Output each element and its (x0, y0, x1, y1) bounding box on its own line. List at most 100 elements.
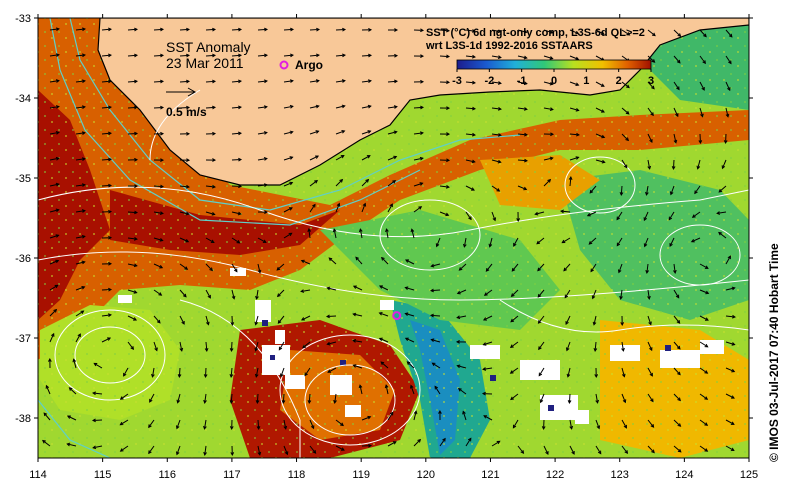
velocity-arrow (361, 178, 370, 187)
velocity-arrow (699, 29, 707, 38)
velocity-arrow (327, 367, 337, 373)
colorbar-tick-label: -1 (517, 75, 527, 87)
velocity-scale: 0.5 m/s (166, 87, 207, 119)
velocity-arrow (621, 445, 629, 455)
velocity-arrow (491, 159, 502, 164)
velocity-arrow (543, 107, 554, 111)
velocity-arrow (127, 341, 135, 351)
velocity-arrow (509, 341, 519, 348)
velocity-arrow (517, 107, 528, 111)
velocity-arrow (153, 27, 165, 32)
velocity-arrow (517, 445, 525, 454)
velocity-arrow (205, 289, 211, 299)
scale-arrowhead-icon (187, 87, 197, 97)
velocity-arrow (517, 185, 528, 191)
velocity-arrow (569, 107, 580, 112)
velocity-arrow (537, 263, 545, 272)
velocity-arrow (439, 158, 451, 163)
velocity-arrow (456, 315, 467, 320)
x-tick-label: 117 (223, 469, 241, 481)
velocity-arrow (543, 81, 554, 86)
velocity-arrow (66, 415, 77, 421)
velocity-arrow (438, 409, 442, 421)
velocity-arrow (283, 27, 295, 32)
velocity-arrow (465, 185, 475, 191)
velocity-arrow (254, 315, 259, 326)
velocity-arrow (49, 259, 60, 265)
argo-legend-icon (279, 60, 289, 70)
velocity-arrow (148, 419, 155, 429)
velocity-arrow (616, 237, 623, 247)
velocity-arrow (621, 367, 626, 378)
x-tick-label: 123 (611, 469, 629, 481)
velocity-arrow (621, 107, 630, 115)
velocity-arrow (283, 181, 294, 187)
velocity-arrow (539, 393, 545, 404)
velocity-arrow (335, 155, 345, 161)
velocity-arrow (123, 367, 129, 377)
velocity-arrow (413, 131, 424, 136)
velocity-arrow (647, 107, 654, 117)
velocity-arrow (205, 211, 216, 216)
velocity-arrow (569, 29, 580, 35)
velocity-arrow (127, 131, 139, 136)
velocity-arrow (153, 289, 163, 296)
velocity-arrow (430, 338, 441, 343)
velocity-arrow (725, 107, 730, 118)
velocity-arrow (149, 393, 155, 403)
velocity-arrow (49, 131, 60, 135)
velocity-arrow (673, 445, 682, 453)
velocity-arrow (42, 439, 51, 447)
velocity-arrow (75, 53, 86, 58)
velocity-arrow (491, 106, 502, 111)
velocity-arrow (647, 315, 652, 326)
velocity-arrow (205, 131, 217, 136)
y-axis: -33-34-35-36-37-38 (15, 13, 753, 425)
velocity-arrow (283, 130, 294, 135)
velocity-arrow (465, 80, 476, 85)
velocity-arrow (101, 131, 113, 136)
velocity-arrow (127, 315, 138, 321)
argo-legend: Argo (279, 58, 323, 72)
velocity-arrow (255, 393, 260, 405)
velocity-arrow (413, 438, 422, 447)
velocity-arrow (93, 362, 103, 369)
velocity-arrow (673, 107, 679, 118)
velocity-arrow (409, 384, 415, 395)
velocity-arrow (591, 289, 597, 300)
velocity-arrow (309, 53, 320, 58)
velocity-arrow (569, 445, 575, 455)
velocity-arrow (205, 53, 217, 58)
scale-label: 0.5 m/s (166, 105, 207, 119)
velocity-arrow (75, 234, 86, 239)
velocity-arrow (538, 367, 545, 377)
velocity-vectors (42, 27, 736, 457)
velocity-arrow (309, 130, 320, 135)
velocity-arrow (673, 393, 681, 402)
velocity-arrow (229, 419, 234, 431)
velocity-arrow (101, 261, 113, 266)
velocity-arrow (153, 211, 164, 215)
velocity-arrow (725, 314, 736, 319)
velocity-arrow (439, 132, 451, 136)
velocity-arrow (332, 228, 337, 239)
velocity-arrow (699, 55, 706, 65)
velocity-arrow (413, 28, 425, 33)
velocity-arrow (621, 159, 628, 169)
velocity-arrow (458, 263, 467, 271)
velocity-arrow (257, 27, 269, 32)
velocity-arrow (179, 289, 187, 298)
velocity-arrow (257, 263, 262, 274)
velocity-arrow (595, 81, 605, 87)
velocity-arrow (698, 133, 703, 145)
velocity-arrow (429, 288, 441, 293)
velocity-arrow (488, 237, 493, 248)
velocity-arrow (569, 81, 580, 87)
velocity-arrow (148, 445, 155, 455)
velocity-arrow (569, 132, 580, 137)
velocity-arrow (119, 393, 129, 400)
velocity-arrow (725, 393, 735, 399)
velocity-arrow (439, 80, 451, 85)
velocity-arrow (621, 81, 630, 89)
velocity-arrow (725, 286, 736, 291)
